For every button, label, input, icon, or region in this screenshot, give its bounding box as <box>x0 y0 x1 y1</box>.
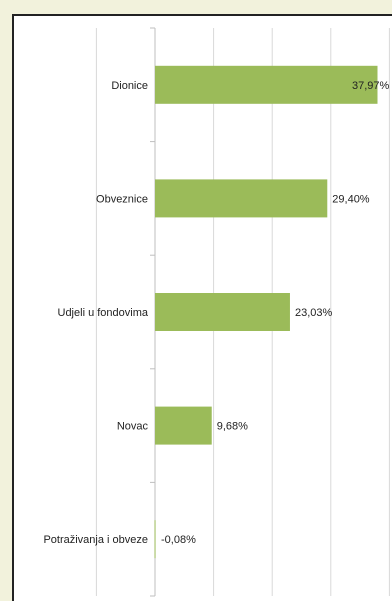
bar-3 <box>155 406 212 445</box>
category-label: Potraživanja i obveze <box>43 534 148 546</box>
category-label: Obveznice <box>96 193 148 205</box>
labels: Dionice 37,97% Obveznice 29,40% Udjeli u fon… <box>43 80 389 546</box>
value-label: 29,40% <box>332 193 370 205</box>
bar-2 <box>155 293 290 331</box>
value-label: 23,03% <box>295 307 333 319</box>
value-label: -0,08% <box>161 534 196 546</box>
value-label: 37,97% <box>352 80 390 92</box>
bars <box>154 65 378 559</box>
bar-1 <box>155 179 328 218</box>
bar-0 <box>155 65 378 104</box>
plot-area: Dionice 37,97% Obveznice 29,40% Udjeli u fon… <box>12 14 392 601</box>
bar-chart: Dionice 37,97% Obveznice 29,40% Udjeli u fon… <box>43 27 390 597</box>
value-label: 9,68% <box>217 421 248 433</box>
category-label: Novac <box>117 421 149 433</box>
category-label: Dionice <box>111 80 148 92</box>
category-label: Udjeli u fondovima <box>58 307 149 319</box>
bar-4 <box>154 520 156 559</box>
